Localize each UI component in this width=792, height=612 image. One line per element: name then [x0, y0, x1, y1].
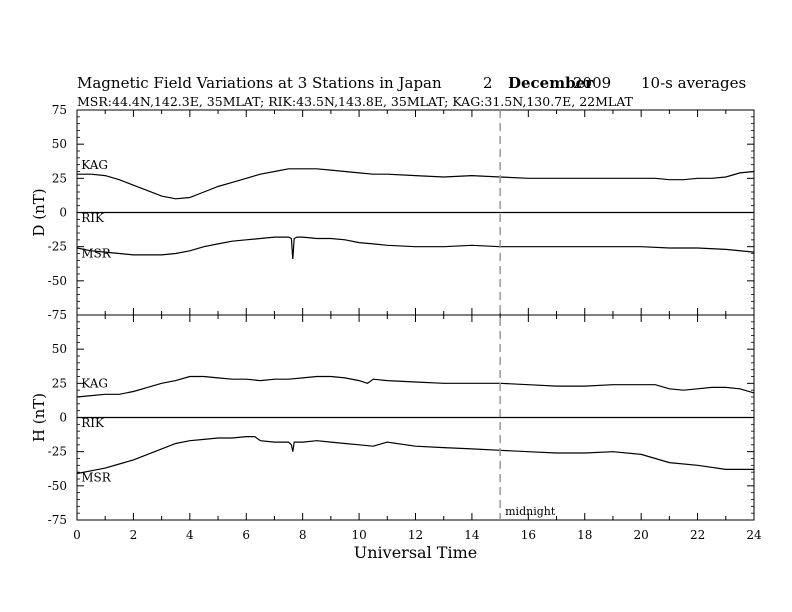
y-tick-label-d: 25	[52, 171, 67, 185]
panel-d: 75 50 25 0 -25 -50 -75 D (nT) KAG RIK MSR	[30, 103, 755, 322]
y-tick-label-d: -50	[48, 274, 67, 288]
x-axis-label: Universal Time	[354, 543, 477, 562]
x-tick-label: 22	[690, 528, 705, 542]
series-line-msr-d	[76, 236, 755, 260]
series-line-kag-h	[76, 375, 755, 398]
chart-title: Magnetic Field Variations at 3 Stations …	[77, 74, 442, 92]
y-tick-label-h: -75	[48, 513, 67, 527]
midnight-label: midnight	[505, 505, 556, 518]
x-tick-label: 18	[577, 528, 592, 542]
title-month: December	[508, 74, 594, 92]
x-tick-label: 16	[521, 528, 536, 542]
x-tick-label: 2	[130, 528, 138, 542]
y-tick-label-d: -25	[48, 240, 67, 254]
station-label-kag-d: KAG	[81, 158, 108, 172]
x-tick-label: 4	[186, 528, 194, 542]
y-tick-label-d: 50	[52, 137, 67, 151]
x-tick-label: 6	[242, 528, 250, 542]
x-tick-label: 0	[73, 528, 81, 542]
station-coordinates: MSR:44.4N,142.3E, 35MLAT; RIK:43.5N,143.…	[77, 94, 634, 109]
y-tick-label-h: 0	[59, 411, 67, 425]
y-axis-label-d: D (nT)	[30, 188, 48, 236]
title-day: 2	[483, 74, 493, 92]
x-tick-label: 12	[408, 528, 423, 542]
station-label-kag-h: KAG	[81, 376, 108, 390]
x-tick-label: 24	[746, 528, 762, 542]
station-label-rik-d: RIK	[81, 211, 105, 225]
x-tick-label: 20	[634, 528, 649, 542]
x-tick-label: 10	[351, 528, 366, 542]
series-line-msr-h	[76, 436, 754, 475]
series-line-kag-d	[77, 168, 755, 200]
x-tick-label: 8	[299, 528, 307, 542]
y-tick-label-d: 0	[59, 206, 67, 220]
x-tick-label: 14	[464, 528, 480, 542]
y-axis-label-h: H (nT)	[30, 393, 48, 442]
title-year: 2009	[573, 74, 611, 92]
station-label-msr-h: MSR	[81, 471, 112, 485]
chart-overlay: midnight	[499, 110, 556, 520]
y-tick-label-h: 50	[52, 342, 67, 356]
station-label-msr-d: MSR	[81, 247, 112, 261]
y-tick-label-h: 25	[52, 376, 67, 390]
y-tick-label-h: -25	[48, 445, 67, 459]
title-averaging: 10-s averages	[641, 74, 746, 92]
station-label-rik-h: RIK	[81, 416, 105, 430]
y-tick-label-h: -50	[48, 479, 67, 493]
y-tick-label-d: 75	[52, 103, 67, 117]
y-tick-label-d: -75	[48, 308, 67, 322]
